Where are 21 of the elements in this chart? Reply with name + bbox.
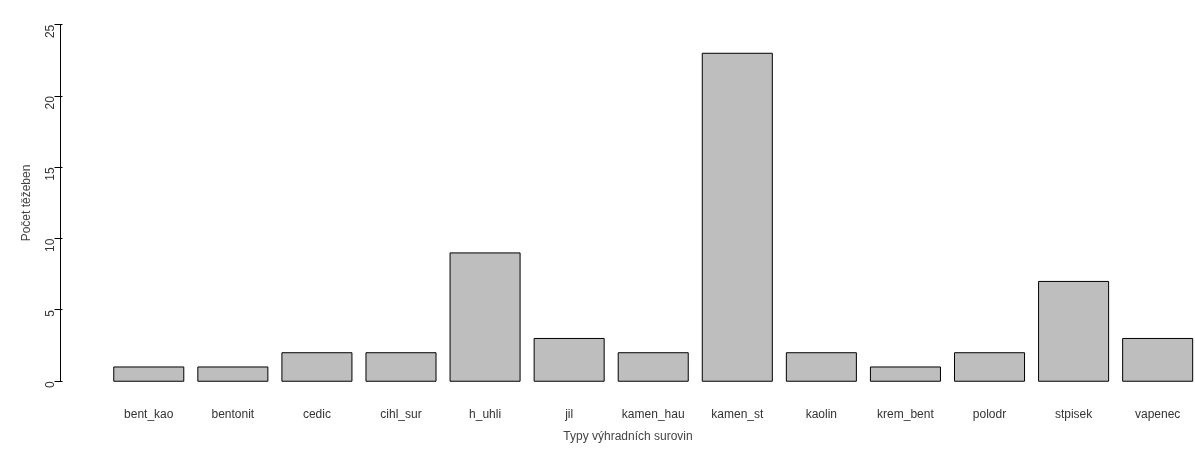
y-tick-label: 25: [43, 24, 57, 39]
x-tick-label: krem_bent: [877, 406, 935, 421]
x-tick-label: bent_kao: [124, 406, 174, 421]
y-tick-label: 5: [43, 309, 57, 317]
x-tick-label: vapenec: [1134, 406, 1181, 421]
y-tick-label: 20: [43, 95, 57, 110]
y-tick-label: 10: [43, 238, 57, 252]
x-tick-label: kamen_st: [711, 406, 764, 421]
y-tick-label: 0: [43, 380, 57, 388]
y-tick-label: 15: [43, 167, 57, 181]
x-tick-label: cihl_sur: [380, 406, 422, 421]
x-tick-label: kamen_hau: [621, 406, 685, 421]
x-tick-label: kaolin: [805, 406, 838, 421]
x-tick-label: bentonit: [211, 406, 255, 421]
x-axis-title: Typy výhradních surovin: [563, 428, 693, 443]
x-tick-label: h_uhli: [469, 406, 502, 421]
x-tick-label: jil: [564, 406, 574, 421]
y-axis-title: Počet těžeben: [18, 164, 33, 242]
x-tick-label: polodr: [972, 406, 1007, 421]
x-tick-label: cedic: [302, 406, 331, 421]
x-tick-label: stpisek: [1054, 406, 1094, 421]
